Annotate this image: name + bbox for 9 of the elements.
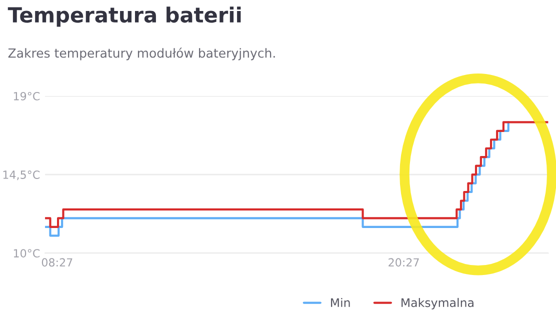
chart-title: Temperatura baterii xyxy=(8,6,241,27)
y-tick-label: 19°C xyxy=(14,92,40,100)
x-tick-label: 08:27 xyxy=(42,258,72,267)
legend-label: Min xyxy=(331,298,350,307)
chart-subtitle: Zakres temperatury modułów bateryjnych. xyxy=(8,48,275,60)
x-tick-label: 20:27 xyxy=(388,258,419,267)
legend-label: Maksymalna xyxy=(402,298,474,310)
y-tick-label: 10°C xyxy=(14,249,40,258)
y-tick-label: 14,5°C xyxy=(3,170,40,180)
